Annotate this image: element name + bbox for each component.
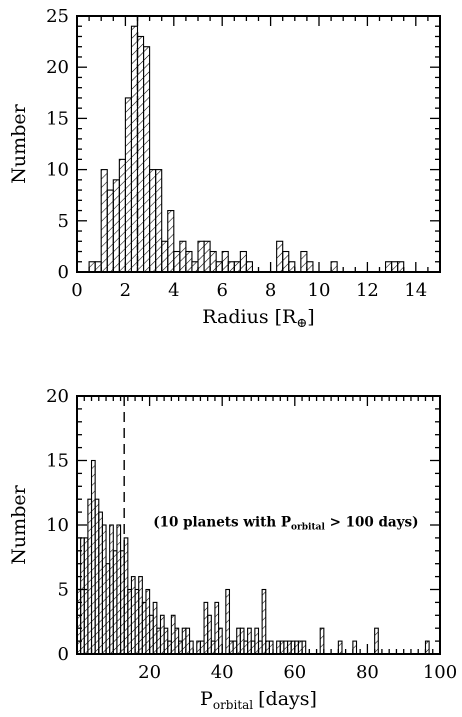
period-annotation-start: (10 planets with P [153, 514, 291, 530]
radius-y-axis-label: Number [8, 103, 30, 183]
radius-x-tick-label: 4 [168, 280, 179, 301]
radius-y-tick-label: 25 [46, 6, 69, 27]
radius-y-tick-label: 5 [58, 211, 69, 232]
radius-x-axis-label-tail: ] [307, 306, 314, 328]
period-histogram-panel: 20 40 60 80 100 0 5 10 15 20 Number Porbital [days… [8, 386, 457, 712]
radius-x-axis-label-subscript: ⊕ [296, 316, 307, 331]
period-x-tick-label: 100 [423, 662, 457, 683]
period-y-axis-label: Number [8, 484, 30, 564]
radius-bar-18 [197, 240, 205, 273]
period-histogram-bars [76, 459, 430, 655]
radius-bar-16 [185, 250, 193, 273]
radius-x-tick-label: 10 [308, 280, 331, 301]
period-x-axis-label: Porbital [days] [200, 688, 317, 712]
period-annotation-end: > 100 days) [325, 514, 419, 530]
radius-bar-28 [282, 250, 290, 273]
period-x-tick-label: 20 [138, 662, 161, 683]
radius-bar-12 [161, 240, 169, 273]
radius-x-tick-label: 14 [404, 280, 427, 301]
radius-bar-15 [179, 240, 187, 273]
radius-bar-31 [306, 261, 314, 273]
period-annotation-subscript: orbital [291, 522, 325, 532]
radius-bar-25 [239, 250, 247, 273]
radius-x-tick-label: 8 [265, 280, 276, 301]
period-axis-ticks: 20 40 60 80 100 0 5 10 15 20 [46, 386, 457, 683]
radius-histogram-panel: 0 2 4 6 8 10 12 14 0 5 10 15 20 25 Number Radius [R⊕] [8, 6, 441, 331]
period-x-tick-label: 60 [283, 662, 306, 683]
radius-bar-6 [124, 97, 133, 273]
radius-bar-29 [288, 261, 296, 273]
radius-x-tick-label: 0 [71, 280, 82, 301]
radius-bar-22 [221, 250, 229, 273]
radius-bar-5 [118, 158, 126, 273]
period-x-tick-label: 80 [356, 662, 379, 683]
radius-bar-19 [203, 240, 211, 273]
radius-bar-7 [130, 25, 139, 273]
radius-bar-13 [167, 210, 175, 273]
radius-x-tick-label: 2 [120, 280, 131, 301]
period-y-tick-label: 20 [46, 386, 69, 407]
period-y-tick-label: 0 [58, 644, 69, 665]
period-x-axis-label-subscript: orbital [213, 698, 253, 712]
radius-bar-35 [397, 261, 405, 273]
radius-bar-9 [143, 46, 151, 273]
radius-bar-10 [149, 169, 157, 273]
period-x-tick-label: 40 [211, 662, 234, 683]
radius-y-tick-label: 10 [46, 160, 69, 181]
radius-bar-3 [106, 189, 114, 273]
period-y-tick-label: 5 [58, 580, 69, 601]
radius-bar-27 [276, 240, 284, 273]
radius-bar-32 [330, 261, 338, 273]
radius-bar-34 [391, 261, 399, 273]
radius-bar-8 [136, 35, 145, 273]
radius-bar-0 [88, 261, 96, 273]
radius-bar-1 [94, 261, 102, 273]
radius-y-tick-label: 20 [46, 57, 69, 78]
radius-y-tick-label: 15 [46, 108, 69, 129]
radius-bar-14 [173, 250, 181, 273]
radius-bar-21 [215, 261, 223, 273]
radius-x-axis-label: Radius [R⊕] [202, 306, 314, 331]
radius-bar-24 [233, 261, 241, 273]
radius-bar-26 [245, 261, 253, 273]
radius-bar-30 [300, 250, 308, 273]
radius-bar-17 [191, 261, 199, 273]
radius-bar-20 [209, 250, 217, 273]
radius-bar-11 [155, 169, 163, 273]
period-x-axis-label-tail: [days] [258, 688, 317, 710]
radius-x-tick-label: 6 [216, 280, 227, 301]
radius-bar-4 [112, 179, 120, 273]
period-y-tick-label: 10 [46, 515, 69, 536]
radius-y-tick-label: 0 [58, 262, 69, 283]
radius-bar-23 [227, 261, 235, 273]
radius-x-axis-label-main: Radius [R [202, 306, 297, 328]
period-y-tick-label: 15 [46, 451, 69, 472]
period-annotation: (10 planets with Porbital > 100 days) [153, 514, 418, 532]
radius-x-tick-label: 12 [356, 280, 379, 301]
radius-bar-33 [384, 261, 393, 273]
radius-histogram-bars [88, 25, 405, 273]
period-x-axis-label-main: P [200, 688, 213, 710]
radius-bar-2 [100, 169, 108, 273]
radius-axis-ticks: 0 2 4 6 8 10 12 14 0 5 10 15 20 25 [46, 6, 441, 301]
